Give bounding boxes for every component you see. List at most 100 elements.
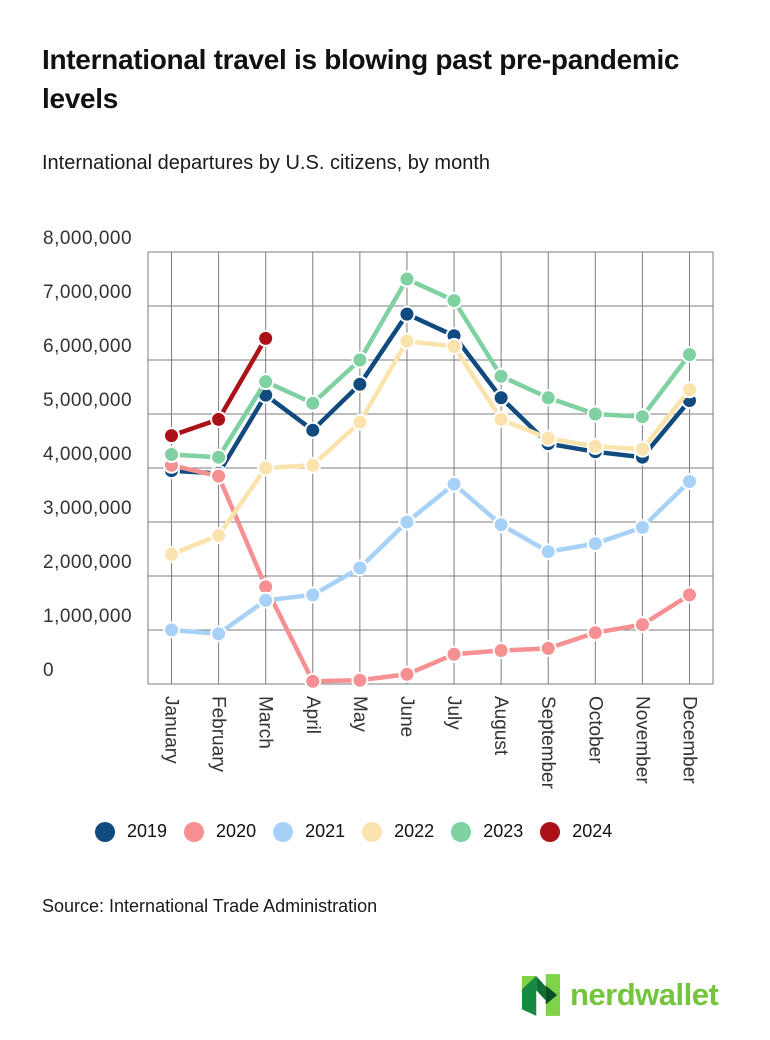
x-axis-tick-label: February — [208, 696, 229, 773]
legend-label-2023: 2023 — [483, 821, 524, 841]
data-point-2019-April — [304, 421, 322, 439]
data-point-2023-May — [351, 351, 369, 369]
x-axis-tick-label: March — [255, 696, 276, 749]
y-axis-tick-label: 7,000,000 — [43, 282, 132, 303]
y-axis-tick-label: 3,000,000 — [43, 498, 132, 519]
legend-label-2022: 2022 — [394, 821, 435, 841]
data-point-2020-April — [304, 672, 322, 690]
data-point-2024-January — [163, 427, 180, 445]
legend-item-2022: 2022 — [362, 821, 434, 842]
data-point-2020-September — [539, 639, 557, 657]
legend-swatch-2020 — [184, 821, 205, 842]
data-point-2021-April — [304, 586, 322, 604]
legend-item-2021: 2021 — [273, 821, 345, 842]
x-axis-tick-label: December — [679, 696, 700, 784]
data-point-2023-December — [681, 346, 698, 364]
data-point-2022-August — [492, 410, 510, 428]
x-axis-tick-label: June — [396, 696, 417, 737]
legend-item-2023: 2023 — [451, 821, 523, 842]
x-axis-tick-label: May — [349, 696, 370, 732]
line-chart-canvas: 0 1,000,000 2,000,000 3,000,000 4,000,000 5,0… — [43, 228, 714, 790]
data-point-2023-April — [304, 394, 322, 412]
data-point-2022-April — [304, 456, 322, 474]
data-point-2023-February — [210, 448, 228, 466]
data-point-2021-July — [445, 475, 463, 493]
data-point-2021-October — [586, 535, 604, 553]
data-point-2021-June — [398, 513, 416, 531]
data-point-2021-January — [163, 621, 180, 639]
data-point-2022-February — [210, 527, 228, 544]
chart-subtitle: International departures by U.S. citizen… — [42, 152, 491, 174]
legend-swatch-2024 — [540, 821, 561, 842]
data-point-2021-March — [257, 591, 275, 609]
chart-legend: 2019 2020 2021 2022 2023 2024 — [95, 821, 612, 842]
data-point-2024-March — [257, 329, 275, 347]
data-point-2022-January — [163, 545, 180, 563]
legend-swatch-2023 — [451, 821, 472, 842]
data-point-2020-November — [633, 616, 651, 634]
legend-label-2021: 2021 — [305, 821, 346, 841]
legend-label-2020: 2020 — [216, 821, 257, 841]
legend-swatch-2022 — [362, 821, 383, 842]
x-axis-tick-label: October — [584, 696, 605, 764]
data-point-2022-June — [398, 332, 416, 350]
data-point-2024-February — [210, 410, 228, 428]
x-axis-tick-label: July — [443, 696, 464, 730]
x-axis-tick-label: January — [161, 696, 182, 764]
x-axis-tick-label: September — [537, 696, 558, 790]
data-point-2022-December — [681, 381, 698, 399]
legend-label-2024: 2024 — [572, 821, 613, 841]
y-axis-tick-label: 8,000,000 — [43, 228, 132, 249]
series-line-2020 — [169, 463, 692, 684]
x-axis-tick-label: November — [631, 696, 652, 784]
page-title: International travel is blowing past pre… — [42, 44, 680, 115]
nerdwallet-wordmark: nerdwallet — [570, 977, 719, 1012]
data-point-2022-May — [351, 413, 369, 431]
legend-item-2019: 2019 — [95, 821, 167, 842]
data-point-2021-May — [351, 559, 369, 577]
data-point-2020-October — [586, 624, 604, 642]
data-point-2023-June — [398, 270, 416, 288]
nerdwallet-logo-mark-icon — [522, 974, 560, 1016]
data-point-2021-February — [210, 625, 228, 643]
y-axis-tick-label: 5,000,000 — [43, 390, 132, 411]
nerdwallet-logo: nerdwallet — [522, 974, 719, 1016]
legend-swatch-2019 — [95, 821, 115, 842]
x-axis-tick-label: April — [302, 696, 323, 734]
data-point-2021-November — [633, 518, 651, 536]
data-point-2022-September — [539, 429, 557, 447]
legend-item-2024: 2024 — [540, 821, 612, 842]
legend-swatch-2021 — [273, 821, 294, 842]
x-axis-tick-label: August — [490, 696, 511, 756]
data-point-2020-May — [351, 671, 369, 689]
legend-label-2019: 2019 — [127, 821, 168, 841]
data-point-2020-June — [398, 665, 416, 683]
data-point-2022-July — [445, 338, 463, 355]
data-point-2019-August — [492, 389, 510, 407]
data-point-2023-November — [633, 408, 651, 426]
data-point-2021-August — [492, 516, 510, 534]
data-point-2023-January — [163, 446, 180, 463]
legend-item-2020: 2020 — [184, 821, 256, 842]
data-point-2023-March — [257, 373, 275, 391]
data-point-2022-October — [586, 437, 604, 455]
data-point-2020-December — [681, 586, 698, 604]
data-point-2019-May — [351, 375, 369, 393]
y-axis-tick-label: 4,000,000 — [43, 444, 132, 465]
data-point-2022-November — [633, 440, 651, 458]
data-point-2022-March — [257, 459, 275, 477]
data-point-2020-August — [492, 642, 510, 660]
data-point-2023-July — [445, 292, 463, 310]
data-point-2019-June — [398, 305, 416, 323]
data-point-2021-December — [681, 473, 698, 490]
data-point-2023-August — [492, 367, 510, 385]
y-axis-tick-label: 2,000,000 — [43, 552, 132, 573]
data-point-2023-October — [586, 405, 604, 423]
data-point-2020-February — [210, 467, 228, 485]
y-axis-tick-label: 0 — [43, 660, 54, 681]
data-point-2021-September — [539, 543, 557, 561]
series-line-2021 — [169, 479, 692, 637]
source-note: Source: International Trade Administrati… — [42, 896, 378, 916]
y-axis-tick-label: 1,000,000 — [43, 606, 132, 627]
